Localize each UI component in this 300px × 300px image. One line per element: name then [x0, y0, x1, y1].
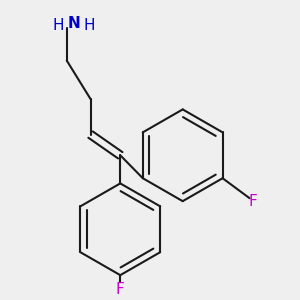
Text: N: N — [68, 16, 81, 31]
Text: F: F — [116, 282, 125, 297]
Text: F: F — [248, 194, 257, 209]
Text: H: H — [83, 18, 95, 33]
Text: H: H — [52, 18, 64, 33]
